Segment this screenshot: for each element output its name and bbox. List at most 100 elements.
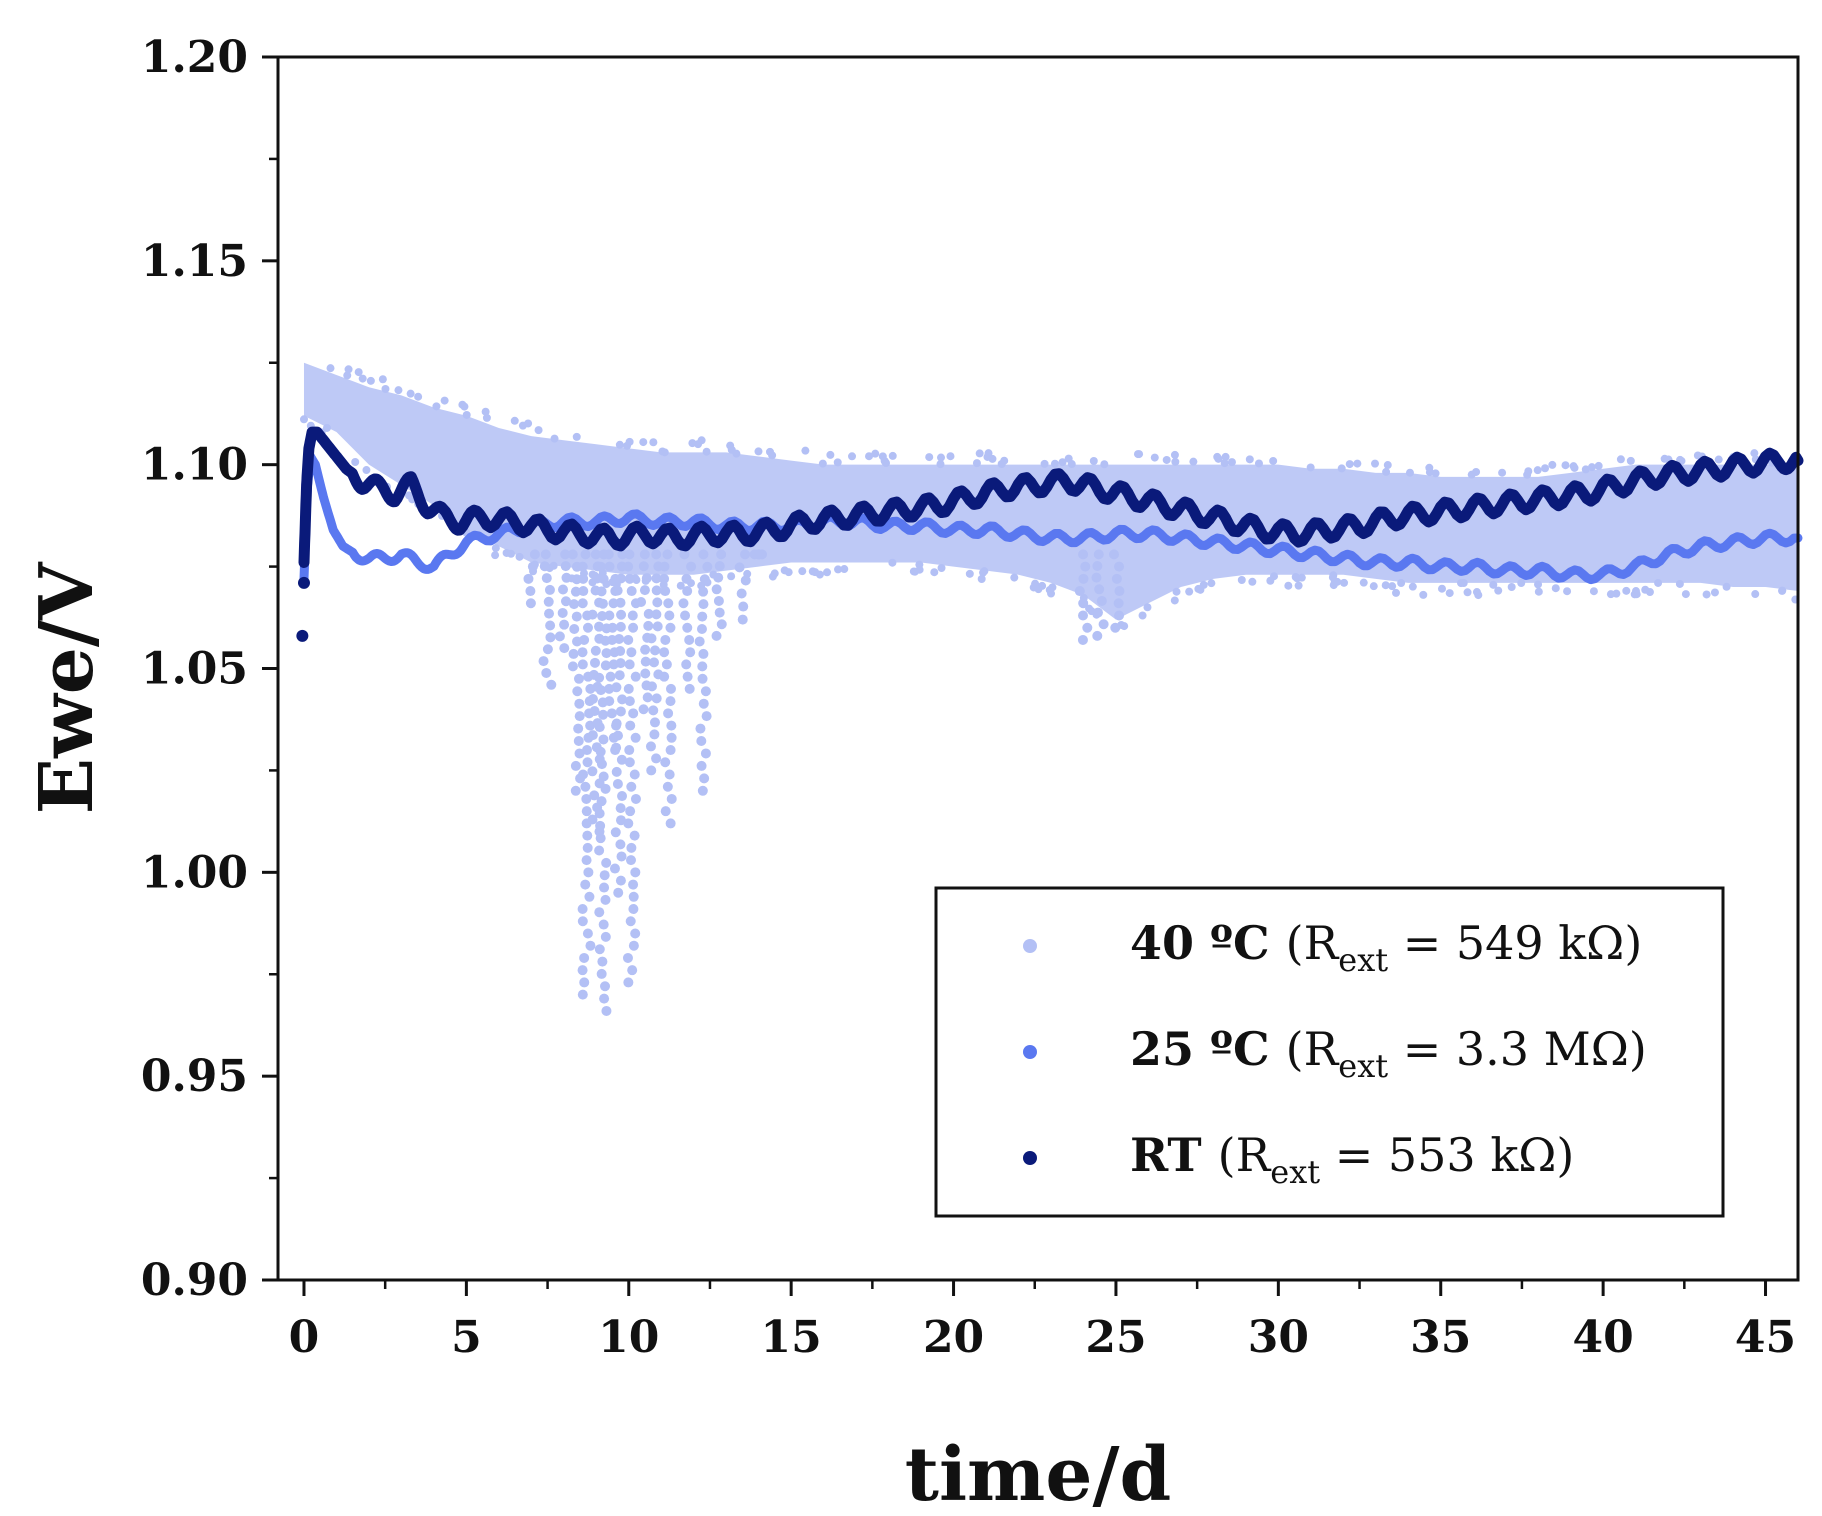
series-40c-dip-point xyxy=(665,818,676,829)
x-tick-label: 0 xyxy=(289,1312,320,1363)
series-40c-point xyxy=(1048,583,1057,592)
series-40c-point xyxy=(865,452,874,461)
series-40c-point xyxy=(1270,572,1279,581)
series-40c-dip-point xyxy=(542,644,553,655)
series-40c-dip xyxy=(734,549,751,625)
y-axis-title: Ewe/V xyxy=(24,561,110,814)
series-40c-dip-point xyxy=(664,769,675,780)
legend-box xyxy=(934,886,1725,1218)
series-40c-dip-point xyxy=(587,766,598,777)
series-40c-point xyxy=(1563,587,1572,596)
series-40c-dip-point xyxy=(574,711,585,722)
series-40c-point xyxy=(1047,589,1056,598)
series-40c-point xyxy=(1750,449,1759,458)
series-40c-dip xyxy=(577,549,596,1000)
series-40c-dip-point xyxy=(640,644,651,655)
series-40c-point xyxy=(1388,582,1397,591)
y-tick-label: 1.05 xyxy=(141,644,248,695)
series-40c-dip-point xyxy=(713,572,724,583)
series-40c-point xyxy=(1507,583,1516,592)
series-40c-dip-point xyxy=(659,561,670,572)
series-40c-point xyxy=(732,449,741,458)
series-25c-line xyxy=(299,452,1803,585)
series-40c-dip xyxy=(523,549,540,609)
series-40c-dip-point xyxy=(628,904,639,915)
series-40c-dip-point xyxy=(640,656,651,667)
series-40c-dip-point xyxy=(616,754,627,765)
legend-marker xyxy=(1023,1151,1037,1165)
series-40c-point xyxy=(1207,579,1216,588)
series-40c-dip-point xyxy=(649,729,660,740)
legend-subscript: ext xyxy=(1338,941,1388,979)
series-40c-point xyxy=(1626,456,1635,465)
series-40c-point xyxy=(1371,459,1380,468)
series-40c-dip-point xyxy=(611,682,622,693)
series-rt-point xyxy=(296,629,309,642)
x-tick-label: 15 xyxy=(761,1312,822,1363)
series-40c-point xyxy=(1189,457,1198,466)
series-40c-dip-point xyxy=(580,781,591,792)
series-40c-dip-point xyxy=(698,698,709,709)
series-40c-point xyxy=(1533,466,1542,475)
legend-subscript: ext xyxy=(1338,1047,1388,1085)
series-40c-dip-point xyxy=(642,692,653,703)
y-axis: 0.90 0.95 1.00 1.05 1.10 1.15 1.20 xyxy=(141,32,278,1306)
series-40c-point xyxy=(1010,573,1019,582)
series-40c-dip-point xyxy=(606,708,617,719)
series-40c-dip-point xyxy=(645,741,656,752)
series-40c-point xyxy=(1570,463,1579,472)
legend-detail-rest: = 549 kΩ) xyxy=(1388,916,1642,970)
legend-label: 40 ºC (Rext = 549 kΩ) xyxy=(1130,916,1642,979)
series-40c-point xyxy=(462,410,471,419)
series-40c-dip-point xyxy=(686,561,697,572)
series-40c-point xyxy=(1710,588,1719,597)
series-40c-dip-point xyxy=(584,891,595,902)
y-tick-label: 1.00 xyxy=(141,847,248,898)
series-40c-dip-point xyxy=(596,796,607,807)
series-40c-dip-point xyxy=(544,608,555,619)
series-40c-dip-point xyxy=(577,647,588,658)
series-40c-point xyxy=(1463,588,1472,597)
series-40c-dip-point xyxy=(525,598,536,609)
legend-detail-rest: = 3.3 MΩ) xyxy=(1388,1022,1647,1076)
series-40c-point xyxy=(366,376,375,385)
series-40c-dip-point xyxy=(585,940,596,951)
series-40c-dip-point xyxy=(597,611,608,622)
series-40c-dip-point xyxy=(627,610,638,621)
series-40c-dip-point xyxy=(651,609,662,620)
series-40c-dip-point xyxy=(652,597,663,608)
series-40c-dip-point xyxy=(560,561,571,572)
series-40c-point xyxy=(1419,590,1428,599)
series-40c-dip-point xyxy=(559,643,570,654)
series-40c-dip-point xyxy=(625,855,636,866)
series-40c-point xyxy=(1541,464,1550,473)
series-40c-point xyxy=(997,459,1006,468)
series-40c-dip-point xyxy=(665,696,676,707)
series-40c-point xyxy=(1534,587,1543,596)
series-40c-dip-point xyxy=(595,820,606,831)
series-40c-point xyxy=(534,426,543,435)
series-40c-dip-point xyxy=(624,757,635,768)
series-40c-dip-point xyxy=(629,769,640,780)
legend-entry: 25 ºC (Rext = 3.3 MΩ) xyxy=(1023,1022,1647,1085)
series-40c-dip-point xyxy=(604,561,615,572)
series-40c-dip-point xyxy=(736,588,747,599)
series-40c-dip-point xyxy=(573,723,584,734)
series-40c-dip-point xyxy=(1098,619,1109,630)
series-40c-point xyxy=(1425,468,1434,477)
series-40c-dip-point xyxy=(594,808,605,819)
series-40c-dip-point xyxy=(697,661,708,672)
series-40c-dip-point xyxy=(651,549,662,560)
series-40c-dip-point xyxy=(1078,598,1089,609)
series-40c-point xyxy=(1561,461,1570,470)
series-40c-dip xyxy=(622,549,641,988)
series-40c-point xyxy=(888,451,897,460)
series-40c-point xyxy=(381,384,390,393)
series-40c-dip-point xyxy=(598,734,609,745)
series-40c-dip-point xyxy=(696,760,707,771)
series-40c-point xyxy=(1581,465,1590,474)
series-40c-point xyxy=(1397,579,1406,588)
y-tick-label: 1.10 xyxy=(141,440,248,491)
series-40c-dip-point xyxy=(662,781,673,792)
series-40c-dip-point xyxy=(665,745,676,756)
